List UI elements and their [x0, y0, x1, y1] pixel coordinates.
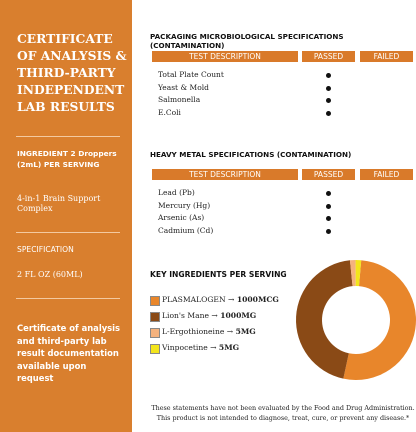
legend-swatch	[150, 296, 160, 306]
spec-value: 2 FL OZ (60ML)	[17, 270, 83, 279]
test-name: Salmonella	[158, 95, 201, 104]
legend-swatch	[150, 328, 160, 338]
ingredient-value: 4-in-1 Brain Support Complex	[17, 194, 101, 213]
passed-dot	[326, 203, 331, 209]
divider	[16, 298, 120, 299]
passed-dot	[326, 191, 331, 196]
test-name: Cadmium (Cd)	[158, 225, 214, 235]
sidebar-note: Certificate of analysis and third-party …	[17, 323, 121, 383]
chart-title: KEY INGREDIENTS PER SERVING	[150, 270, 287, 279]
table-header: PASSED	[302, 169, 355, 180]
legend-amount: 5MG	[218, 343, 240, 352]
legend-label: L-Ergothioneine →	[162, 327, 234, 336]
footer: These statements have not been evaluated…	[151, 404, 415, 422]
test-name: Arsenic (As)	[158, 213, 205, 222]
legend-entry: PLASMALOGEN → 1000MCG	[162, 295, 279, 304]
passed-dot	[326, 228, 331, 234]
sidebar-title: CERTIFICATE OF ANALYSIS & THIRD-PARTY IN…	[17, 31, 127, 114]
legend-entry: L-Ergothioneine → 5MG	[162, 327, 256, 336]
legend-swatch	[150, 344, 160, 354]
spec-label: SPECIFICATION	[17, 245, 74, 254]
divider	[16, 232, 120, 233]
legend-amount: 5MG	[235, 327, 256, 336]
legend-entry: Vinpocetine → 5MG	[162, 343, 239, 352]
donut-chart	[295, 260, 416, 380]
section-title: HEAVY METAL SPECIFICATIONS (CONTAMINATIO…	[150, 150, 352, 159]
legend-entry: Lion's Mane → 1000MG	[162, 311, 256, 320]
table-header: FAILED	[360, 51, 413, 62]
test-name: Lead (Pb)	[158, 188, 195, 197]
divider	[16, 136, 120, 137]
passed-dot	[326, 216, 331, 221]
passed-dot	[326, 85, 331, 91]
test-name: E.Coli	[158, 107, 181, 117]
passed-dot	[326, 73, 331, 78]
donut-slice	[295, 260, 353, 379]
legend-swatch	[150, 312, 160, 322]
table-header: TEST DESCRIPTION	[152, 169, 298, 180]
passed-dot	[326, 98, 331, 103]
sidebar: CERTIFICATE OF ANALYSIS & THIRD-PARTY IN…	[0, 0, 132, 432]
test-name: Mercury (Hg)	[158, 200, 211, 210]
spacer	[16, 262, 120, 263]
ingredient-label: INGREDIENT 2 Droppers (2mL) PER SERVING	[17, 149, 117, 169]
table-header: FAILED	[360, 169, 413, 180]
test-name: Yeast & Mold	[158, 82, 209, 92]
legend-label: PLASMALOGEN →	[162, 295, 235, 304]
table-header: TEST DESCRIPTION	[152, 51, 298, 62]
table-header: PASSED	[302, 51, 355, 62]
legend-amount: 1000MCG	[236, 295, 279, 304]
test-name: Total Plate Count	[158, 70, 224, 79]
passed-dot	[326, 110, 331, 116]
legend-label: Lion's Mane →	[162, 311, 218, 320]
section-title: PACKAGING MICROBIOLOGICAL SPECIFICATIONS…	[150, 32, 344, 50]
donut-slice	[355, 260, 362, 287]
legend-label: Vinpocetine →	[162, 343, 217, 352]
donut-slice	[349, 260, 356, 287]
donut-slice	[343, 260, 416, 380]
legend-amount: 1000MG	[220, 311, 257, 320]
